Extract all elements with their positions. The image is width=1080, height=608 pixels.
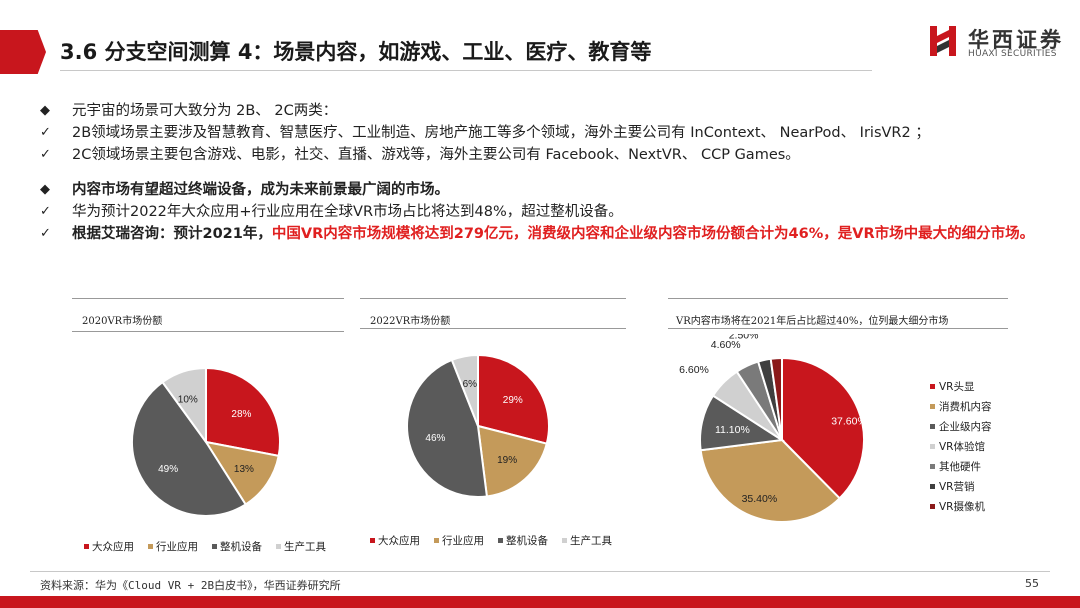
pie-chart-2020: 28% 13% 49% 10% 大众应用 行业应用 整机设备 生产工具 <box>84 366 326 553</box>
page-number: 55 <box>1025 577 1039 590</box>
title-divider <box>60 70 872 71</box>
legend-label: 消费机内容 <box>939 400 992 413</box>
huaxi-logo-icon <box>930 26 956 56</box>
legend-label: 生产工具 <box>284 540 326 553</box>
legend-label: 生产工具 <box>570 534 612 547</box>
check-icon: ✓ <box>40 226 51 241</box>
legend-swatch <box>930 424 935 429</box>
legend-swatch <box>930 504 935 509</box>
logo-text-en: HUAXI SECURITIES <box>968 49 1057 59</box>
data-label: 49% <box>158 464 178 475</box>
pie-slice <box>476 424 548 498</box>
legend-label: VR头显 <box>939 381 975 393</box>
title-accent-bar <box>0 30 46 74</box>
pie-slice <box>406 358 489 498</box>
data-label: 2.50% <box>729 334 759 341</box>
pie-slice <box>450 353 479 427</box>
legend-label: 大众应用 <box>92 540 134 553</box>
check-icon: ✓ <box>40 125 51 140</box>
pie-slice <box>203 440 280 506</box>
footer-divider <box>30 571 1050 572</box>
pie-slice <box>205 366 282 458</box>
chart-vr-content: VR内容市场将在2021年后占比超过40%，位列最大细分市场 37.60% 35.… <box>668 298 1008 566</box>
legend-label: 企业级内容 <box>939 420 992 433</box>
legend-swatch <box>276 544 281 549</box>
legend-label: VR摄像机 <box>939 500 985 513</box>
legend-swatch <box>498 538 503 543</box>
bullet-text: 元宇宙的场景可大致分为 2B、 2C两类： <box>72 103 338 119</box>
data-label: 19% <box>497 455 517 466</box>
data-label: 46% <box>425 433 445 444</box>
source-note: 资料来源：华为《Cloud VR + 2B白皮书》，华西证券研究所 <box>40 579 341 592</box>
legend-label: 整机设备 <box>220 540 262 553</box>
data-label: 10% <box>178 394 198 405</box>
bullet-heading-1: ◆ 元宇宙的场景可大致分为 2B、 2C两类： <box>40 100 1050 122</box>
pie-slice <box>477 353 550 445</box>
bullet-section: ◆ 元宇宙的场景可大致分为 2B、 2C两类： ✓ 2B领域场景主要涉及智慧教育… <box>40 100 1050 245</box>
legend-label: 行业应用 <box>156 540 198 553</box>
check-icon: ✓ <box>40 147 51 162</box>
chart-2020-share: 2020VR市场份额 28% 13% 49% 10% 大众应用 行业应用 整机设备 生产工具 <box>72 298 344 566</box>
legend-swatch <box>930 464 935 469</box>
chart-title: 2020VR市场份额 <box>82 316 163 327</box>
bullet-highlight: 中国VR内容市场规模将达到279亿元，消费级内容和企业级内容市场份额合计为46%… <box>271 226 1035 242</box>
legend-swatch <box>930 384 935 389</box>
chart-title: 2022VR市场份额 <box>370 316 451 327</box>
data-label: 11.10% <box>715 424 750 436</box>
bullet-item: ✓ 根据艾瑞咨询：预计2021年，中国VR内容市场规模将达到279亿元，消费级内… <box>40 223 1050 245</box>
legend-label: 行业应用 <box>442 534 484 547</box>
legend-swatch <box>930 404 935 409</box>
data-label: 6% <box>463 379 478 390</box>
bullet-heading-2: ◆ 内容市场有望超过终端设备，成为未来前景最广阔的市场。 <box>40 179 1050 201</box>
bullet-text: 2B领域场景主要涉及智慧教育、智慧医疗、工业制造、房地产施工等多个领域，海外主要… <box>72 125 930 141</box>
pie-chart-2022: 29% 19% 46% 6% 大众应用 行业应用 整机设备 生产工具 <box>370 353 612 547</box>
check-icon: ✓ <box>40 204 51 219</box>
legend-label: 整机设备 <box>506 534 548 547</box>
legend-swatch <box>930 484 935 489</box>
legend-swatch <box>562 538 567 543</box>
pie-slice <box>699 438 842 523</box>
bullet-item: ✓ 2B领域场景主要涉及智慧教育、智慧医疗、工业制造、房地产施工等多个领域，海外… <box>40 122 1050 144</box>
data-label: 29% <box>503 395 523 406</box>
logo-text-cn: 华西证券 <box>968 27 1064 52</box>
legend-swatch <box>212 544 217 549</box>
pie-slice <box>769 356 783 441</box>
bullet-text: 内容市场有望超过终端设备，成为未来前景最广阔的市场。 <box>72 182 449 198</box>
legend-label: 其他硬件 <box>939 460 981 473</box>
data-label: 13% <box>234 464 254 475</box>
legend-swatch <box>84 544 89 549</box>
legend-swatch <box>148 544 153 549</box>
pie-slice <box>161 366 207 446</box>
legend-label: VR营销 <box>939 480 974 493</box>
data-label: 6.60% <box>679 364 709 376</box>
page-title: 3.6 分支空间测算 4：场景内容，如游戏、工业、医疗、教育等 <box>60 40 652 64</box>
pie-slice <box>781 356 865 500</box>
legend-label: 大众应用 <box>378 534 420 547</box>
data-label: 28% <box>231 409 251 420</box>
footer-accent-bar <box>0 596 1080 608</box>
chart-title: VR内容市场将在2021年后占比超过40%，位列最大细分市场 <box>676 316 949 327</box>
data-label: 35.40% <box>742 493 778 505</box>
data-label: 37.60% <box>831 416 867 428</box>
bullet-text: 根据艾瑞咨询：预计2021年，中国VR内容市场规模将达到279亿元，消费级内容和… <box>72 223 1034 245</box>
pie-chart-vr-content: 37.60% 35.40% 11.10% 6.60% 4.60%2.50% 2.20% VR… <box>679 334 992 523</box>
company-logo: 华西证券 HUAXI SECURITIES <box>928 24 1068 64</box>
bullet-item: ✓ 2C领域场景主要包含游戏、电影，社交、直播、游戏等，海外主要公司有 Face… <box>40 144 1050 166</box>
legend-label: VR体验馆 <box>939 440 985 453</box>
data-label: 2.20% <box>774 334 804 337</box>
pie-slice <box>130 380 248 518</box>
diamond-icon: ◆ <box>40 182 50 197</box>
chart-2022-share: 2022VR市场份额 29% 19% 46% 6% 大众应用 行业应用 整机设备 生产工具 <box>360 298 626 566</box>
data-label: 4.60% <box>711 339 741 351</box>
legend-swatch <box>434 538 439 543</box>
bullet-text: 华为预计2022年大众应用+行业应用在全球VR市场占比将达到48%，超过整机设备… <box>72 204 623 220</box>
legend-swatch <box>930 444 935 449</box>
bullet-item: ✓ 华为预计2022年大众应用+行业应用在全球VR市场占比将达到48%，超过整机… <box>40 201 1050 223</box>
legend-swatch <box>370 538 375 543</box>
bullet-prefix: 根据艾瑞咨询：预计2021年， <box>72 226 272 242</box>
bullet-text: 2C领域场景主要包含游戏、电影，社交、直播、游戏等，海外主要公司有 Facebo… <box>72 147 800 163</box>
diamond-icon: ◆ <box>40 103 50 118</box>
